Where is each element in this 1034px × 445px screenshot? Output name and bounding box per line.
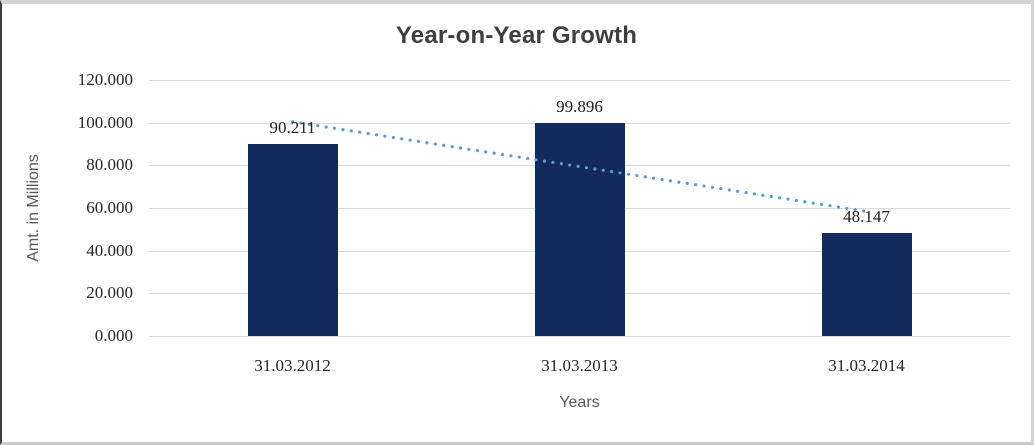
bar-data-label: 48.147 xyxy=(843,207,890,227)
y-tick-label: 20.000 xyxy=(86,283,133,303)
y-tick-label: 120.000 xyxy=(77,70,133,89)
bar xyxy=(534,122,625,336)
x-tick-label: 31.03.2014 xyxy=(828,356,905,375)
y-tick-label: 40.000 xyxy=(86,240,133,260)
x-axis-title: Years xyxy=(559,394,600,411)
y-tick-label: 80.000 xyxy=(86,155,133,175)
bar xyxy=(247,143,338,336)
bar-data-label: 99.896 xyxy=(556,96,603,116)
y-tick-label: 60.000 xyxy=(86,198,133,217)
gridline xyxy=(149,336,1010,337)
y-tick-label: 100.000 xyxy=(77,112,133,132)
y-tick-label: 0.000 xyxy=(94,326,133,345)
gridline xyxy=(149,80,1010,81)
x-tick-label: 31.03.2012 xyxy=(254,356,331,375)
chart-title: Year-on-Year Growth xyxy=(395,22,638,49)
trendline xyxy=(290,120,869,214)
bar-data-label: 90.211 xyxy=(269,117,316,137)
x-tick-label: 31.03.2013 xyxy=(541,356,618,375)
bar xyxy=(821,233,912,336)
